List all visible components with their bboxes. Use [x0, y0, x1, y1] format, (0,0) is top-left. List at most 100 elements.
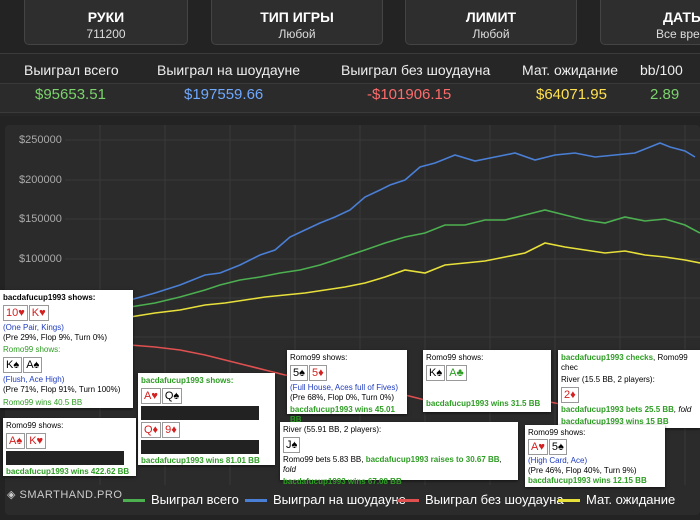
legend-item-showdown[interactable]: Выиграл на шоудауне: [245, 492, 406, 507]
card-icon: A♠: [23, 357, 43, 373]
filter-dates-value: Все врем: [656, 27, 700, 41]
filter-game-type-value: Любой: [278, 27, 316, 41]
popup6-title: River (55.91 BB, 2 players):: [283, 425, 382, 434]
popup1-equity: (Pre 29%, Flop 9%, Turn 0%): [3, 333, 108, 342]
popup4-equity: (Pre 68%, Flop 0%, Turn 0%): [290, 393, 395, 402]
stat-header-non-showdown: Выиграл без шоудауна: [341, 62, 491, 78]
stat-header-showdown: Выиграл на шоудауне: [157, 62, 301, 78]
card-icon: J♠: [283, 437, 301, 453]
y-label-100k: $100000: [19, 253, 62, 265]
card-icon: A♥: [528, 439, 548, 455]
popup7-street: River (15.5 BB, 2 players):: [561, 375, 655, 384]
legend-item-ev[interactable]: Мат. ожидание: [558, 492, 675, 507]
popup1-equity2: (Pre 71%, Flop 91%, Turn 100%): [3, 385, 121, 394]
legend-line-icon: [245, 499, 267, 503]
popup4-title: Romo99 shows:: [290, 353, 348, 362]
filter-limit-value: Любой: [472, 27, 510, 41]
logo-text: SMARTHAND.PRO: [19, 489, 123, 501]
popup2-redacted: [141, 406, 259, 420]
filter-dates-title: ДАТЫ: [663, 9, 700, 25]
legend-label: Выиграл без шоудауна: [425, 492, 564, 507]
stat-value-ev: $64071.95: [536, 86, 607, 103]
card-icon: A♣: [446, 365, 467, 381]
filter-dates[interactable]: ДАТЫ Все врем: [600, 0, 700, 45]
popup8-title: Romo99 shows:: [528, 428, 586, 437]
popup8-equity: (Pre 46%, Flop 40%, Turn 9%): [528, 466, 637, 475]
stat-header-ev: Мат. ожидание: [522, 62, 619, 78]
card-icon: K♥: [28, 305, 49, 321]
stat-header-total: Выиграл всего: [24, 62, 119, 78]
card-icon: Q♦: [141, 422, 162, 438]
popup1-hand: (One Pair, Kings): [3, 323, 64, 332]
line-total: [129, 209, 700, 308]
card-icon: K♠: [426, 365, 446, 381]
popup6-result: bacdafucup1993 wins 67.08 BB: [283, 477, 402, 486]
popup3-redacted: [6, 451, 124, 465]
popup5-title: Romo99 shows:: [426, 353, 484, 362]
popup2-title: bacdafucup1993 shows:: [141, 376, 234, 385]
legend-label: Выиграл на шоудауне: [273, 492, 406, 507]
popup7-title: bacdafucup1993 checks: [561, 353, 654, 362]
card-icon: K♥: [26, 433, 47, 449]
hand-popup-1[interactable]: bacdafucup1993 shows: 10♥ K♥ (One Pair, K…: [0, 290, 133, 408]
popup7-action: bacdafucup1993 bets 25.5 BB: [561, 405, 674, 414]
filter-limit-title: ЛИМИТ: [465, 9, 517, 25]
popup3-result: bacdafucup1993 wins 422.62 BB: [6, 467, 130, 476]
popup4-result: bacdafucup1993 wins 45.01 BB: [290, 405, 395, 424]
card-icon: 5♠: [290, 365, 308, 381]
y-label-200k: $200000: [19, 174, 62, 186]
popup8-result: bacdafucup1993 wins 12.15 BB: [528, 476, 647, 485]
popup1-result: Romo99 wins 40.5 BB: [3, 398, 83, 407]
y-label-150k: $150000: [19, 213, 62, 225]
popup6-action1: Romo99 bets 5.83 BB,: [283, 455, 366, 464]
y-label-250k: $250000: [19, 134, 62, 146]
card-icon: 5♠: [548, 439, 567, 455]
legend-label: Мат. ожидание: [586, 492, 676, 507]
filter-hands-value: 711200: [86, 27, 126, 41]
popup3-title: Romo99 shows:: [6, 421, 64, 430]
popup1-title2: Romo99 shows:: [3, 345, 61, 354]
filter-game-type[interactable]: ТИП ИГРЫ Любой: [211, 0, 383, 45]
line-ev: [129, 242, 700, 318]
hand-popup-3[interactable]: Romo99 shows: A♠ K♥ bacdafucup1993 wins 4…: [3, 418, 136, 476]
legend-line-icon: [397, 499, 419, 503]
card-icon: A♠: [6, 433, 26, 449]
card-icon: K♠: [3, 357, 23, 373]
legend-line-icon: [558, 499, 580, 503]
popup8-hand: (High Card, Ace): [528, 456, 588, 465]
popup1-hand2: (Flush, Ace High): [3, 375, 65, 384]
card-icon: 10♥: [3, 305, 28, 321]
legend-label: Выиграл всего: [151, 492, 239, 507]
stat-value-bb100: 2.89: [650, 86, 680, 103]
popup6-action3: , fold: [283, 455, 502, 474]
popup2-redacted-2: [141, 440, 259, 454]
popup2-result: bacdafucup1993 wins 81.01 BB: [141, 456, 260, 465]
popup7-title-rest: , Romo99 chec: [561, 353, 688, 372]
hand-popup-2[interactable]: bacdafucup1993 shows: A♥ Q♠ Q♦ 9♦ bacdafuc…: [138, 373, 275, 465]
hand-popup-8[interactable]: Romo99 shows: A♥ 5♠ (High Card, Ace) (Pre…: [525, 425, 665, 487]
popup4-hand: (Full House, Aces full of Fives): [290, 383, 399, 392]
filter-hands[interactable]: РУКИ 711200: [24, 0, 188, 45]
smarthand-logo: ◈ SMARTHAND.PRO: [7, 489, 123, 501]
filter-hands-title: РУКИ: [87, 9, 125, 25]
stat-header-bb100: bb/100: [640, 62, 683, 78]
line-showdown: [129, 142, 696, 301]
popup5-result: bacdafucup1993 wins 31.5 BB: [426, 399, 541, 408]
stats-values-row: [0, 83, 700, 113]
card-icon: Q♠: [161, 388, 183, 404]
legend-line-icon: [123, 499, 145, 503]
stat-value-total: $95653.51: [35, 86, 106, 103]
popup7-fold: , fold: [673, 405, 692, 414]
hand-popup-7[interactable]: bacdafucup1993 checks, Romo99 chec River…: [558, 350, 700, 428]
filter-bar: РУКИ 711200 ТИП ИГРЫ Любой ЛИМИТ Любой Д…: [0, 0, 700, 48]
stat-value-showdown: $197559.66: [184, 86, 264, 103]
card-icon: 2♦: [561, 387, 579, 403]
hand-popup-5[interactable]: Romo99 shows: K♠ A♣ bacdafucup1993 wins 3…: [423, 350, 551, 412]
filter-limit[interactable]: ЛИМИТ Любой: [405, 0, 577, 45]
popup7-result: bacdafucup1993 wins 15 BB: [561, 417, 669, 426]
legend-item-non-showdown[interactable]: Выиграл без шоудауна: [397, 492, 564, 507]
hand-popup-4[interactable]: Romo99 shows: 5♠ 5♦ (Full House, Aces ful…: [287, 350, 407, 424]
hand-popup-6[interactable]: River (55.91 BB, 2 players): J♠ Romo99 b…: [280, 422, 518, 486]
legend-item-total[interactable]: Выиграл всего: [123, 492, 239, 507]
card-icon: A♥: [141, 388, 161, 404]
